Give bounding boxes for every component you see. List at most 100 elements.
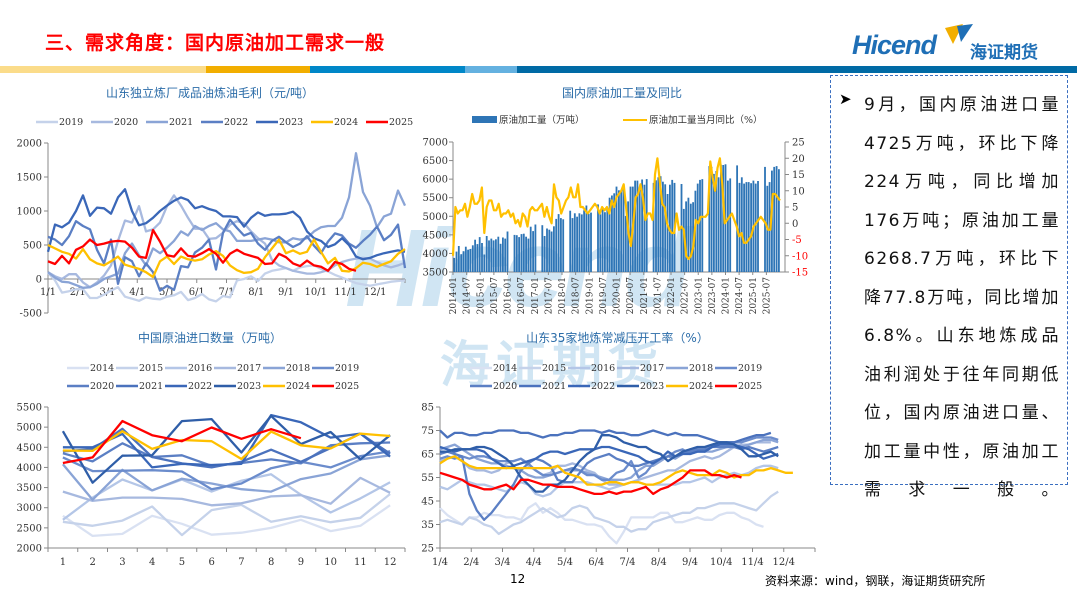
processing-bar xyxy=(764,166,766,272)
legend-label-2015: 2015 xyxy=(542,363,566,374)
x-tick-label: 2020-07 xyxy=(626,277,636,315)
x-tick-label: 7 xyxy=(238,557,244,568)
x-tick-label: 2022-01 xyxy=(667,277,677,314)
processing-bar xyxy=(580,214,583,272)
processing-bar xyxy=(775,166,778,272)
processing-bar xyxy=(529,226,532,272)
processing-bar xyxy=(502,237,504,272)
y-tick-label: 2500 xyxy=(17,523,42,534)
processing-bar xyxy=(624,215,627,272)
processing-bar xyxy=(659,176,662,272)
processing-bar xyxy=(604,212,606,272)
series-line-2015 xyxy=(439,490,779,536)
legend-swatch-bar xyxy=(472,116,497,123)
x-tick-label: 2023-07 xyxy=(708,277,718,315)
processing-bar xyxy=(629,186,632,272)
processing-bar xyxy=(754,183,757,272)
y-tick-label-left: 5500 xyxy=(423,193,448,204)
series-line-2018 xyxy=(62,454,391,501)
x-tick-label: 2024-01 xyxy=(722,277,732,314)
y-tick-label-right: -5 xyxy=(792,235,802,246)
processing-bar xyxy=(495,239,497,272)
series-line-2023 xyxy=(61,414,391,484)
series-line-2024 xyxy=(47,238,406,279)
processing-bar xyxy=(571,218,574,272)
processing-bar xyxy=(597,204,599,272)
y-tick-label: 35 xyxy=(421,520,434,531)
processing-bar xyxy=(585,205,588,272)
x-tick-label: 11/1 xyxy=(334,287,356,298)
processing-bar xyxy=(587,213,590,272)
processing-bar xyxy=(778,169,780,272)
y-tick-label: 0 xyxy=(36,275,42,286)
processing-bar xyxy=(569,210,572,272)
legend-label-2021: 2021 xyxy=(542,381,566,392)
processing-bar xyxy=(522,233,525,272)
x-tick-label: 3 xyxy=(119,557,125,568)
legend-label-2020: 2020 xyxy=(90,381,114,392)
x-tick-label: 2 xyxy=(89,557,95,568)
processing-bar xyxy=(504,238,507,272)
x-tick-label: 12/1 xyxy=(364,287,386,298)
series-line-2019 xyxy=(62,450,391,491)
x-tick-label: 1 xyxy=(60,557,66,568)
processing-bar xyxy=(689,203,692,272)
processing-bar xyxy=(657,177,660,272)
y-tick-label-left: 4500 xyxy=(423,230,448,241)
processing-bar xyxy=(611,195,613,272)
x-tick-label: 7/1 xyxy=(218,287,234,298)
x-tick-label: 1/1 xyxy=(40,287,56,298)
chart-title: 山东独立炼厂成品油炼油毛利（元/吨） xyxy=(106,85,314,100)
processing-bar xyxy=(608,197,611,272)
chart-title: 中国原油进口数量（万吨） xyxy=(138,330,282,345)
series-line-2014 xyxy=(439,502,764,545)
processing-bar xyxy=(743,183,746,272)
x-tick-label: 2016-01 xyxy=(504,277,514,314)
processing-bar xyxy=(618,190,620,272)
chart-crude-imports-svg: 中国原油进口数量（万吨） 2014 2015 2016 2017 2018 2019 2020… xyxy=(17,330,406,568)
y-tick-label: 3000 xyxy=(17,503,42,514)
legend-label-2021: 2021 xyxy=(169,117,193,128)
y-tick-label: 5500 xyxy=(17,403,42,414)
processing-bar xyxy=(555,218,558,272)
x-tick-label: 5 xyxy=(179,557,185,568)
legend-label-2020: 2020 xyxy=(493,381,517,392)
legend-label-2021: 2021 xyxy=(139,381,163,392)
y-tick-label-right: -15 xyxy=(792,268,808,279)
legend-label-2023: 2023 xyxy=(237,381,261,392)
series-line-2023 xyxy=(440,434,779,493)
legend-label-2022: 2022 xyxy=(188,381,212,392)
legend-label-2024: 2024 xyxy=(689,381,713,392)
logo-flag-icon xyxy=(945,24,973,44)
legend-label-2014: 2014 xyxy=(90,363,114,374)
x-tick-label: 10/4 xyxy=(710,557,732,568)
y-tick-label: 75 xyxy=(421,426,434,437)
x-tick-label: 2018-07 xyxy=(572,277,582,315)
series-line-2023 xyxy=(46,188,406,261)
y-tick-label: 85 xyxy=(421,403,434,414)
x-tick-label: 2/4 xyxy=(463,557,479,568)
processing-bar xyxy=(634,180,637,272)
legend-label-2024: 2024 xyxy=(334,117,358,128)
slide-title: 三、需求角度：国内原油加工需求一般 xyxy=(45,32,386,54)
y-tick-label: 4500 xyxy=(17,443,42,454)
legend-label-2016: 2016 xyxy=(591,363,615,374)
processing-bar xyxy=(576,216,579,272)
processing-bar xyxy=(715,171,718,272)
processing-bar xyxy=(527,238,530,272)
x-tick-label: 2014-07 xyxy=(463,277,473,315)
x-tick-label: 2017-07 xyxy=(544,277,554,315)
x-tick-label: 2019-07 xyxy=(599,277,609,315)
processing-bar xyxy=(687,197,690,272)
x-tick-label: 9 xyxy=(298,557,304,568)
processing-bar xyxy=(729,178,732,272)
processing-bar xyxy=(478,237,481,272)
processing-bar xyxy=(474,239,477,272)
processing-bar xyxy=(662,181,664,272)
processing-bar xyxy=(708,166,711,272)
y-tick-label-left: 3500 xyxy=(423,268,448,279)
y-tick-label: 55 xyxy=(421,473,434,484)
processing-bar xyxy=(699,179,701,272)
processing-bar xyxy=(515,235,518,272)
